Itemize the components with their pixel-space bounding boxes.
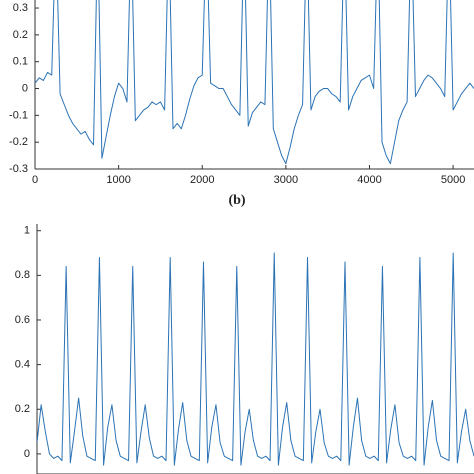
x-tick-label: 3000 (274, 174, 298, 186)
y-tick-label: 1 (24, 225, 30, 237)
signal-line (35, 0, 474, 165)
y-tick-label: 0.2 (13, 29, 28, 41)
x-tick-label: 5000 (441, 174, 465, 186)
x-tick-label: 4000 (357, 174, 381, 186)
x-tick-label: 2000 (190, 174, 214, 186)
y-tick-label: -0.3 (9, 163, 28, 175)
y-tick-label: 0.1 (13, 56, 28, 68)
y-tick-label: -0.2 (9, 136, 28, 148)
x-tick-label: 1000 (106, 174, 130, 186)
y-tick-label: 0.8 (15, 269, 30, 281)
caption: (b) (228, 193, 245, 208)
y-tick-label: 0 (24, 448, 30, 460)
y-tick-label: 0.4 (15, 359, 30, 371)
y-tick-label: -0.1 (9, 109, 28, 121)
signal-line (37, 252, 474, 466)
y-tick-label: 0.3 (13, 2, 28, 14)
y-tick-label: 0.6 (15, 314, 30, 326)
x-tick-label: 0 (32, 174, 38, 186)
y-tick-label: 0.2 (15, 403, 30, 415)
y-tick-label: 0 (22, 82, 28, 94)
